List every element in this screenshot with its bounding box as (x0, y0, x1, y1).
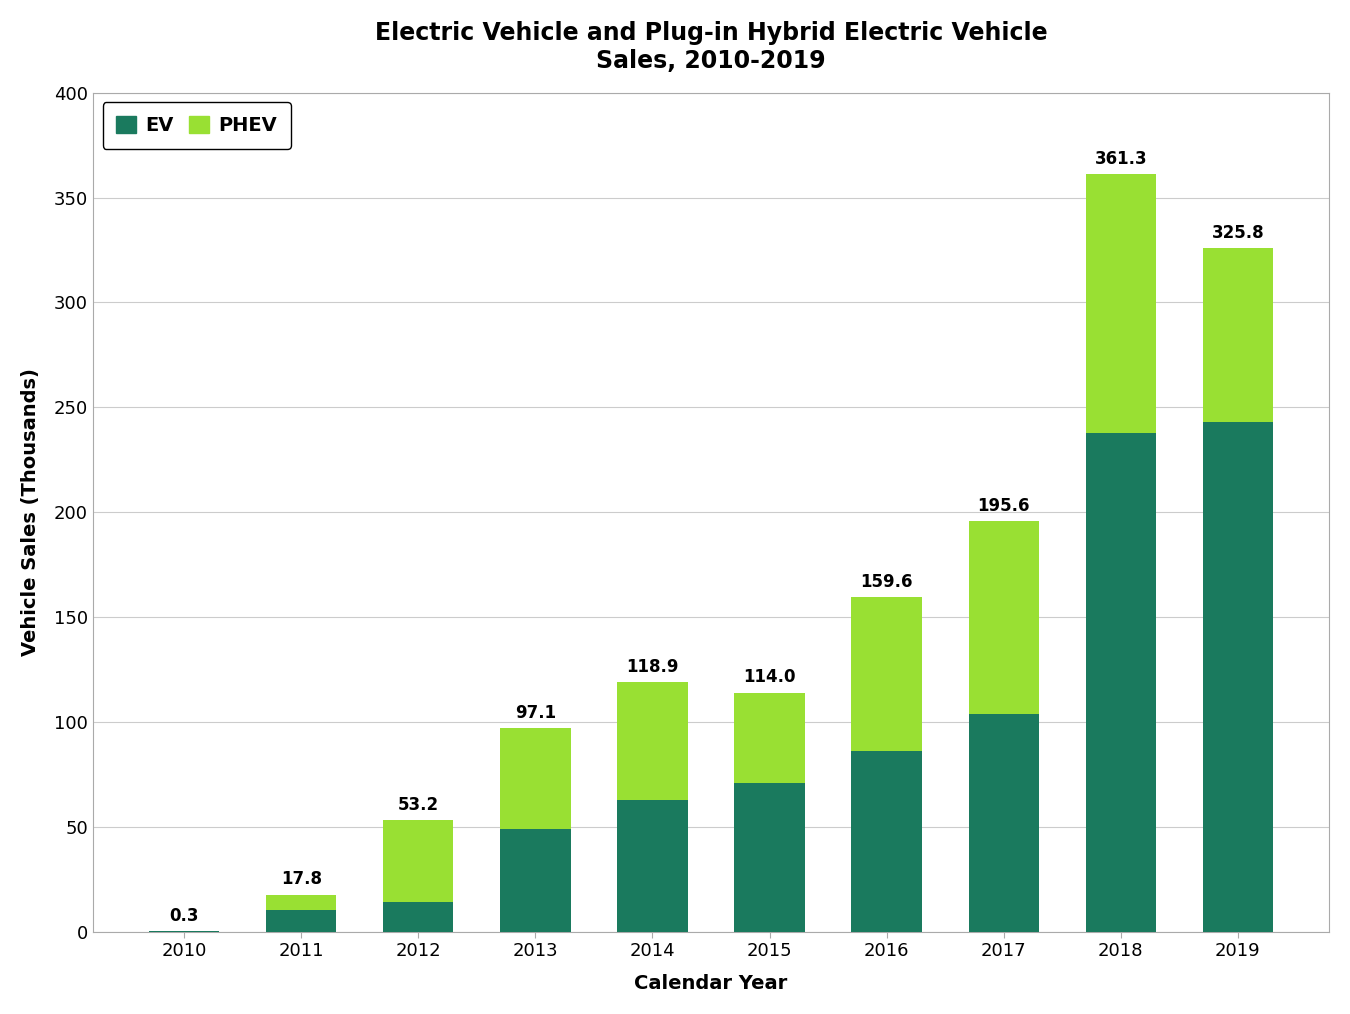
Text: 361.3: 361.3 (1095, 149, 1148, 167)
Bar (383, 902, 454, 932)
Bar (734, 693, 805, 783)
Text: 325.8: 325.8 (1211, 224, 1264, 242)
Text: 0.3: 0.3 (169, 907, 198, 925)
Text: 97.1: 97.1 (514, 704, 556, 722)
Bar (1085, 173, 1156, 433)
Text: 114.0: 114.0 (744, 668, 795, 686)
Text: 118.9: 118.9 (626, 658, 679, 676)
Bar (617, 800, 687, 932)
Bar (852, 751, 922, 932)
Bar (968, 714, 1038, 932)
Bar (968, 521, 1038, 714)
Text: 17.8: 17.8 (281, 870, 321, 888)
Bar (1203, 248, 1273, 422)
Bar (266, 910, 336, 932)
Bar (501, 728, 571, 829)
Title: Electric Vehicle and Plug-in Hybrid Electric Vehicle
Sales, 2010-2019: Electric Vehicle and Plug-in Hybrid Elec… (375, 21, 1048, 73)
Text: 195.6: 195.6 (977, 497, 1030, 515)
Bar (734, 783, 805, 932)
Text: 159.6: 159.6 (860, 573, 913, 591)
Legend: EV, PHEV: EV, PHEV (103, 102, 290, 149)
Text: 53.2: 53.2 (398, 796, 439, 814)
Bar (1203, 422, 1273, 932)
Y-axis label: Vehicle Sales (Thousands): Vehicle Sales (Thousands) (20, 368, 40, 656)
X-axis label: Calendar Year: Calendar Year (634, 974, 787, 993)
Bar (266, 894, 336, 910)
Bar (617, 682, 687, 800)
Bar (501, 829, 571, 932)
Bar (383, 820, 454, 902)
Bar (1085, 433, 1156, 932)
Bar (852, 597, 922, 751)
